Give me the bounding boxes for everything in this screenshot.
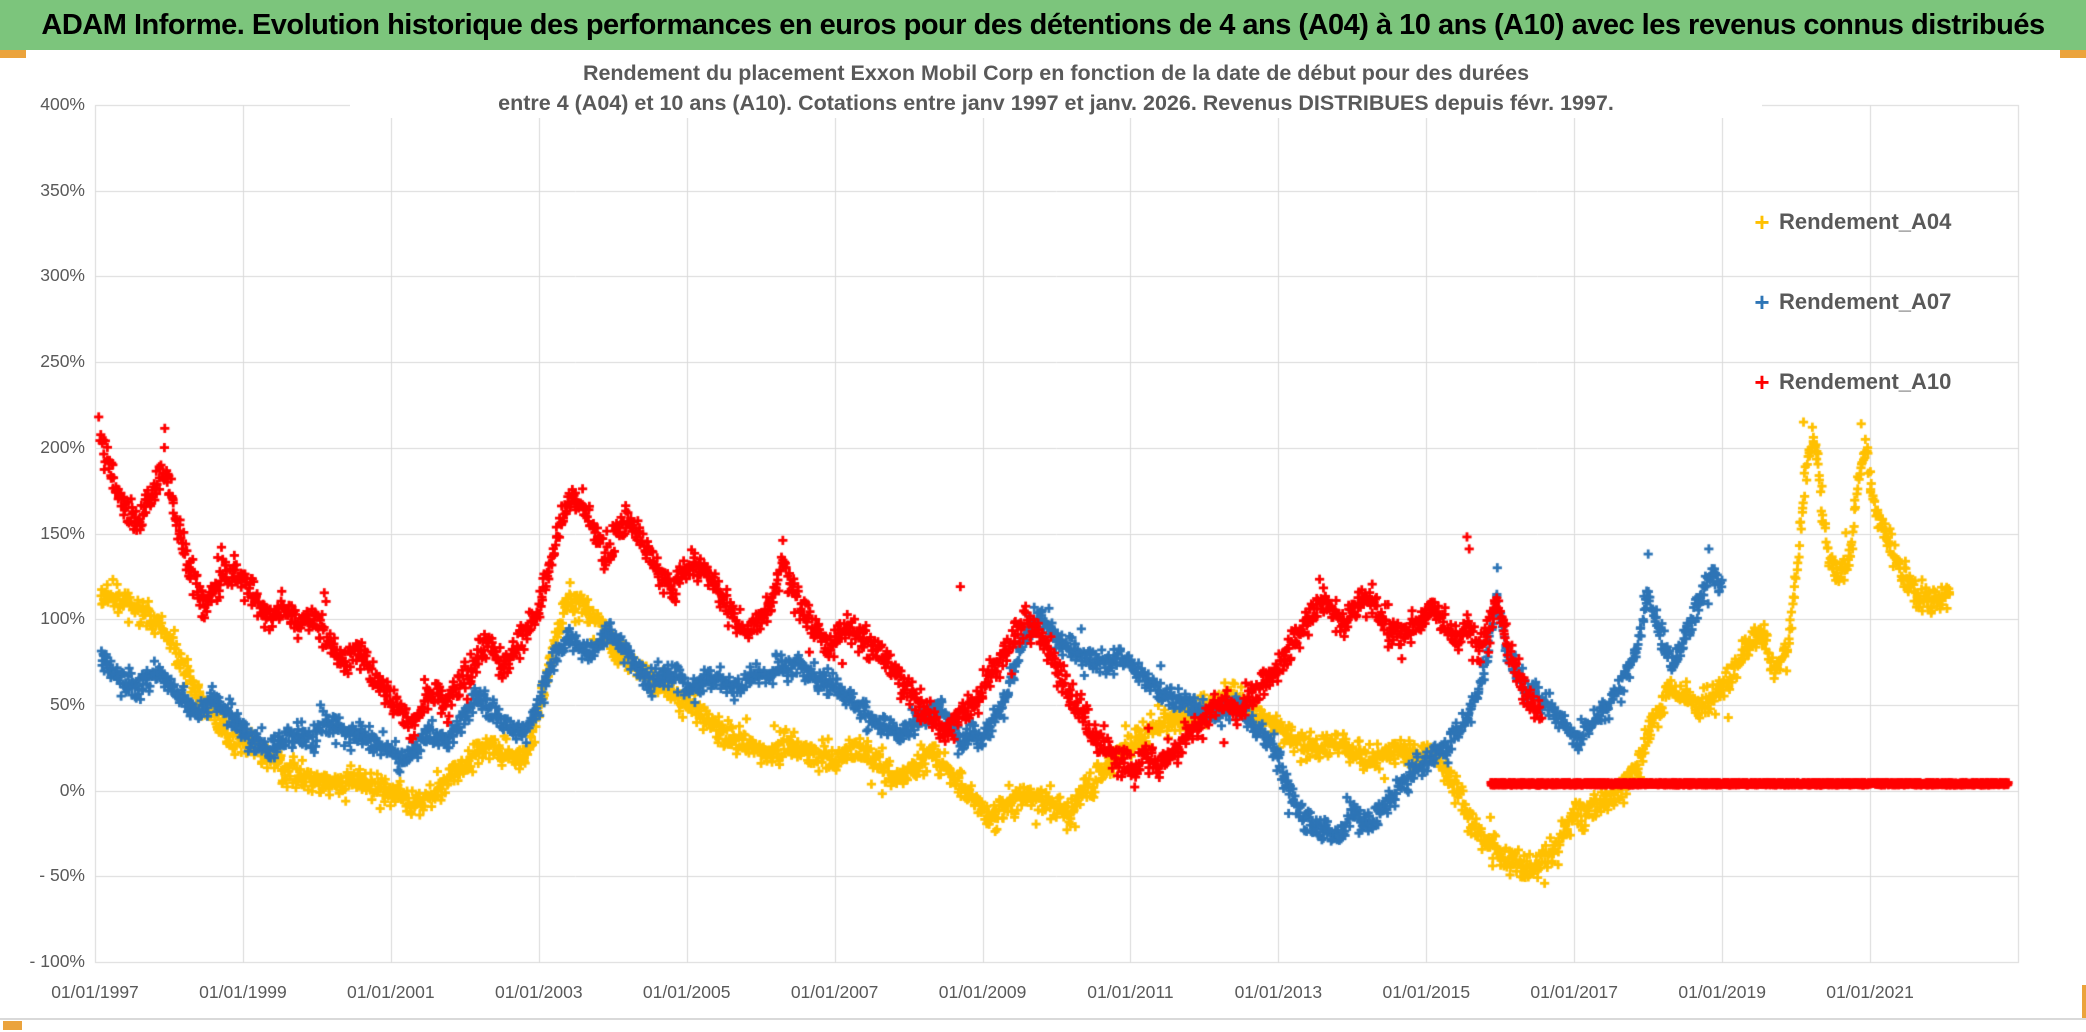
plus-marker-icon-a10: + [1754,366,1770,397]
y-axis-tick-0: 0% [59,779,85,800]
x-axis-tick-01-01-2007: 01/01/2007 [790,982,879,1002]
chart-title-line2: entre 4 (A04) et 10 ans (A10). Cotations… [498,91,1614,115]
chart-legend: + Rendement_A04 + Rendement_A07 + Rendem… [1745,196,2075,436]
x-axis-tick-01-01-1999: 01/01/1999 [199,982,287,1002]
legend-item-a04: + Rendement_A04 [1745,196,2075,248]
legend-item-a07: + Rendement_A07 [1745,276,2075,328]
y-axis-tick--50: - 50% [39,865,85,886]
chart-title: Rendement du placement Exxon Mobil Corp … [350,58,1762,118]
x-axis-tick-01-01-2021: 01/01/2021 [1826,982,1914,1002]
x-axis-tick-01-01-2015: 01/01/2015 [1382,982,1471,1002]
x-axis-tick-01-01-2013: 01/01/2013 [1234,982,1323,1002]
x-axis-tick-01-01-2003: 01/01/2003 [494,982,583,1002]
x-axis-tick-01-01-2005: 01/01/2005 [642,982,731,1002]
x-axis-tick-01-01-2011: 01/01/2011 [1087,982,1174,1002]
y-axis-tick-250: 250% [40,351,85,372]
y-axis-tick-50: 50% [49,693,85,714]
x-axis-tick-01-01-2017: 01/01/2017 [1530,982,1619,1002]
y-axis-tick-400: 400% [40,94,85,114]
x-axis-tick-01-01-2019: 01/01/2019 [1678,982,1766,1002]
y-axis-tick-150: 150% [40,522,85,543]
plus-marker-icon-a04: + [1754,206,1770,237]
legend-item-a10: + Rendement_A10 [1745,356,2075,408]
y-axis-tick-200: 200% [40,436,85,457]
x-axis-tick-01-01-1997: 01/01/1997 [51,982,139,1002]
y-axis-tick-300: 300% [40,265,85,286]
x-axis-tick-01-01-2009: 01/01/2009 [938,982,1027,1002]
legend-label-a10: Rendement_A10 [1779,369,1952,394]
y-axis-tick--100: - 100% [29,951,85,971]
y-axis-tick-350: 350% [40,179,85,200]
legend-label-a07: Rendement_A07 [1779,289,1952,314]
chart-title-line1: Rendement du placement Exxon Mobil Corp … [582,61,1530,85]
y-axis-tick-100: 100% [40,608,85,629]
plus-marker-icon-a07: + [1754,286,1770,317]
legend-label-a04: Rendement_A04 [1779,209,1952,234]
x-axis-tick-01-01-2001: 01/01/2001 [347,982,435,1002]
